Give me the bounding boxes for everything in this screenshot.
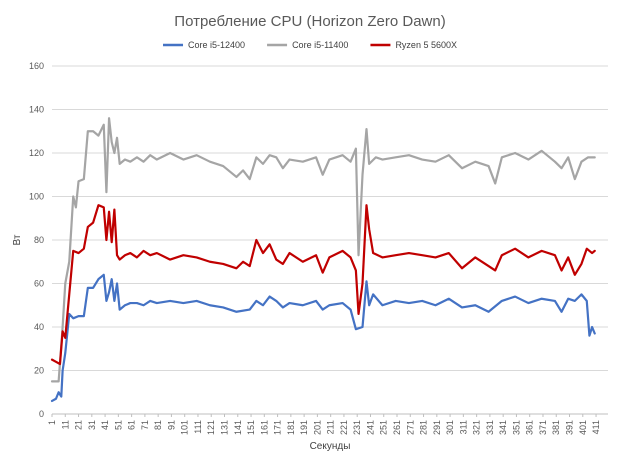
series-line-ryzen-5-5600x xyxy=(50,204,596,366)
grid-lines xyxy=(52,65,608,371)
legend-label: Ryzen 5 5600X xyxy=(395,40,457,50)
x-tick-label: 401 xyxy=(578,420,588,435)
legend-item: Core i5-11400 xyxy=(267,40,348,50)
legend: Core i5-12400 Core i5-11400 Ryzen 5 5600X xyxy=(163,40,457,50)
x-tick-label: 321 xyxy=(472,420,482,435)
x-tick-label: 101 xyxy=(180,420,190,435)
x-tick-label: 281 xyxy=(419,420,429,435)
x-tick-label: 181 xyxy=(286,420,296,435)
x-tick-label: 261 xyxy=(392,420,402,435)
x-tick-label: 371 xyxy=(538,420,548,435)
y-tick-label: 160 xyxy=(29,61,44,71)
x-tick-label: 161 xyxy=(259,420,269,435)
x-tick-label: 31 xyxy=(87,420,97,430)
x-tick-label: 141 xyxy=(233,420,243,435)
x-axis-label: Секунды xyxy=(310,441,351,452)
x-tick-label: 51 xyxy=(113,420,123,430)
y-tick-label: 20 xyxy=(34,366,44,376)
series-line-core-i5-12400 xyxy=(50,273,596,403)
x-tick-label: 241 xyxy=(365,420,375,435)
x-tick-label: 231 xyxy=(352,420,362,435)
x-tick-label: 191 xyxy=(299,420,309,435)
y-axis-ticks: 0 20 40 60 80 100 120 140 160 xyxy=(29,61,44,419)
x-tick-label: 111 xyxy=(193,420,203,434)
x-tick-label: 121 xyxy=(206,420,216,435)
legend-item: Core i5-12400 xyxy=(163,40,245,50)
chart-title: Потребление CPU (Horizon Zero Dawn) xyxy=(174,13,445,30)
x-tick-label: 341 xyxy=(498,420,508,435)
y-tick-label: 140 xyxy=(29,105,44,115)
x-tick-label: 91 xyxy=(166,420,176,430)
x-axis-ticks: 1 11 21 31 41 51 61 71 81 91 101 111 121 131 141 151 161… xyxy=(47,414,601,435)
x-tick-label: 81 xyxy=(153,420,163,430)
y-tick-label: 80 xyxy=(34,235,44,245)
x-tick-label: 251 xyxy=(379,420,389,435)
y-tick-label: 100 xyxy=(29,192,44,202)
x-tick-label: 411 xyxy=(591,420,601,434)
x-tick-label: 11 xyxy=(60,420,70,429)
x-tick-label: 1 xyxy=(47,420,57,425)
x-tick-label: 291 xyxy=(432,420,442,435)
x-tick-label: 391 xyxy=(565,420,575,435)
x-tick-label: 221 xyxy=(339,420,349,435)
legend-item: Ryzen 5 5600X xyxy=(370,40,457,50)
x-tick-label: 301 xyxy=(445,420,455,435)
series-group xyxy=(50,117,596,403)
x-tick-label: 211 xyxy=(326,420,336,434)
x-tick-label: 61 xyxy=(127,420,137,430)
x-tick-label: 71 xyxy=(140,420,150,430)
x-tick-label: 131 xyxy=(220,420,230,435)
x-tick-label: 41 xyxy=(100,420,110,430)
x-tick-label: 361 xyxy=(525,420,535,435)
x-tick-label: 381 xyxy=(551,420,561,435)
x-tick-label: 151 xyxy=(246,420,256,435)
x-tick-label: 351 xyxy=(511,420,521,435)
legend-label: Core i5-12400 xyxy=(188,40,245,50)
x-tick-label: 171 xyxy=(273,420,283,435)
x-tick-label: 201 xyxy=(312,420,322,435)
y-tick-label: 120 xyxy=(29,148,44,158)
x-tick-label: 21 xyxy=(74,420,84,430)
legend-label: Core i5-11400 xyxy=(292,40,348,50)
y-tick-label: 60 xyxy=(34,279,44,289)
series-line-core-i5-11400 xyxy=(50,117,596,383)
y-tick-label: 0 xyxy=(39,409,44,419)
x-tick-label: 311 xyxy=(458,420,468,434)
y-axis-label: Вт xyxy=(12,234,23,245)
x-tick-label: 331 xyxy=(485,420,495,435)
y-tick-label: 40 xyxy=(34,322,44,332)
x-tick-label: 271 xyxy=(405,420,415,435)
